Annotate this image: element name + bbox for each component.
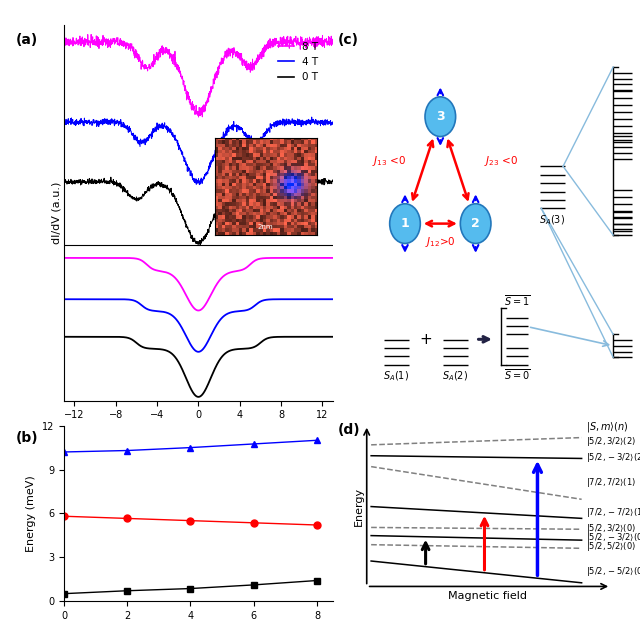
Text: $\overline{S=1}$: $\overline{S=1}$ — [504, 293, 530, 308]
Text: $|5/2,-5/2\rangle(0)$: $|5/2,-5/2\rangle(0)$ — [586, 565, 640, 578]
Text: $|5/2,-3/2\rangle(0)$: $|5/2,-3/2\rangle(0)$ — [586, 531, 640, 545]
Text: $|5/2,5/2\rangle(0)$: $|5/2,5/2\rangle(0)$ — [586, 540, 636, 553]
Text: +: + — [419, 332, 432, 347]
Text: $J_{12}$>0: $J_{12}$>0 — [425, 235, 456, 249]
Text: $J_{23}$ <0: $J_{23}$ <0 — [484, 155, 518, 168]
Legend: 8 T, 4 T, 0 T: 8 T, 4 T, 0 T — [274, 38, 322, 86]
Circle shape — [425, 97, 456, 136]
Text: (d): (d) — [337, 423, 360, 437]
Text: $|5/2,-3/2\rangle(2)$: $|5/2,-3/2\rangle(2)$ — [586, 451, 640, 464]
Text: $|S, m\rangle(n)$: $|S, m\rangle(n)$ — [586, 419, 628, 434]
Text: (b): (b) — [15, 431, 38, 445]
Circle shape — [390, 203, 420, 244]
Text: $|5/2,3/2\rangle(0)$: $|5/2,3/2\rangle(0)$ — [586, 522, 636, 535]
Y-axis label: Energy (meV): Energy (meV) — [26, 475, 36, 552]
Text: Energy: Energy — [355, 487, 364, 526]
Text: 2: 2 — [471, 217, 480, 230]
Text: $S_A$(3): $S_A$(3) — [539, 214, 565, 227]
Text: $S_A$(1): $S_A$(1) — [383, 369, 409, 383]
Text: $\overline{S=0}$: $\overline{S=0}$ — [504, 367, 530, 382]
Text: $|7/2,7/2\rangle(1)$: $|7/2,7/2\rangle(1)$ — [586, 476, 636, 490]
Text: $S_A$(2): $S_A$(2) — [442, 369, 468, 383]
Text: $|5/2,3/2\rangle(2)$: $|5/2,3/2\rangle(2)$ — [586, 434, 636, 448]
Text: (c): (c) — [337, 33, 358, 47]
Text: $J_{13}$ <0: $J_{13}$ <0 — [372, 155, 406, 168]
Text: $|7/2,-7/2\rangle(1)$: $|7/2,-7/2\rangle(1)$ — [586, 506, 640, 519]
Text: 3: 3 — [436, 110, 445, 123]
Text: (a): (a) — [15, 33, 38, 46]
Text: Magnetic field: Magnetic field — [448, 590, 527, 600]
Text: 1: 1 — [401, 217, 410, 230]
Circle shape — [460, 203, 491, 244]
X-axis label: Sample Bias (mV): Sample Bias (mV) — [148, 426, 248, 436]
Y-axis label: dI/dV (a.u.): dI/dV (a.u.) — [51, 182, 61, 244]
